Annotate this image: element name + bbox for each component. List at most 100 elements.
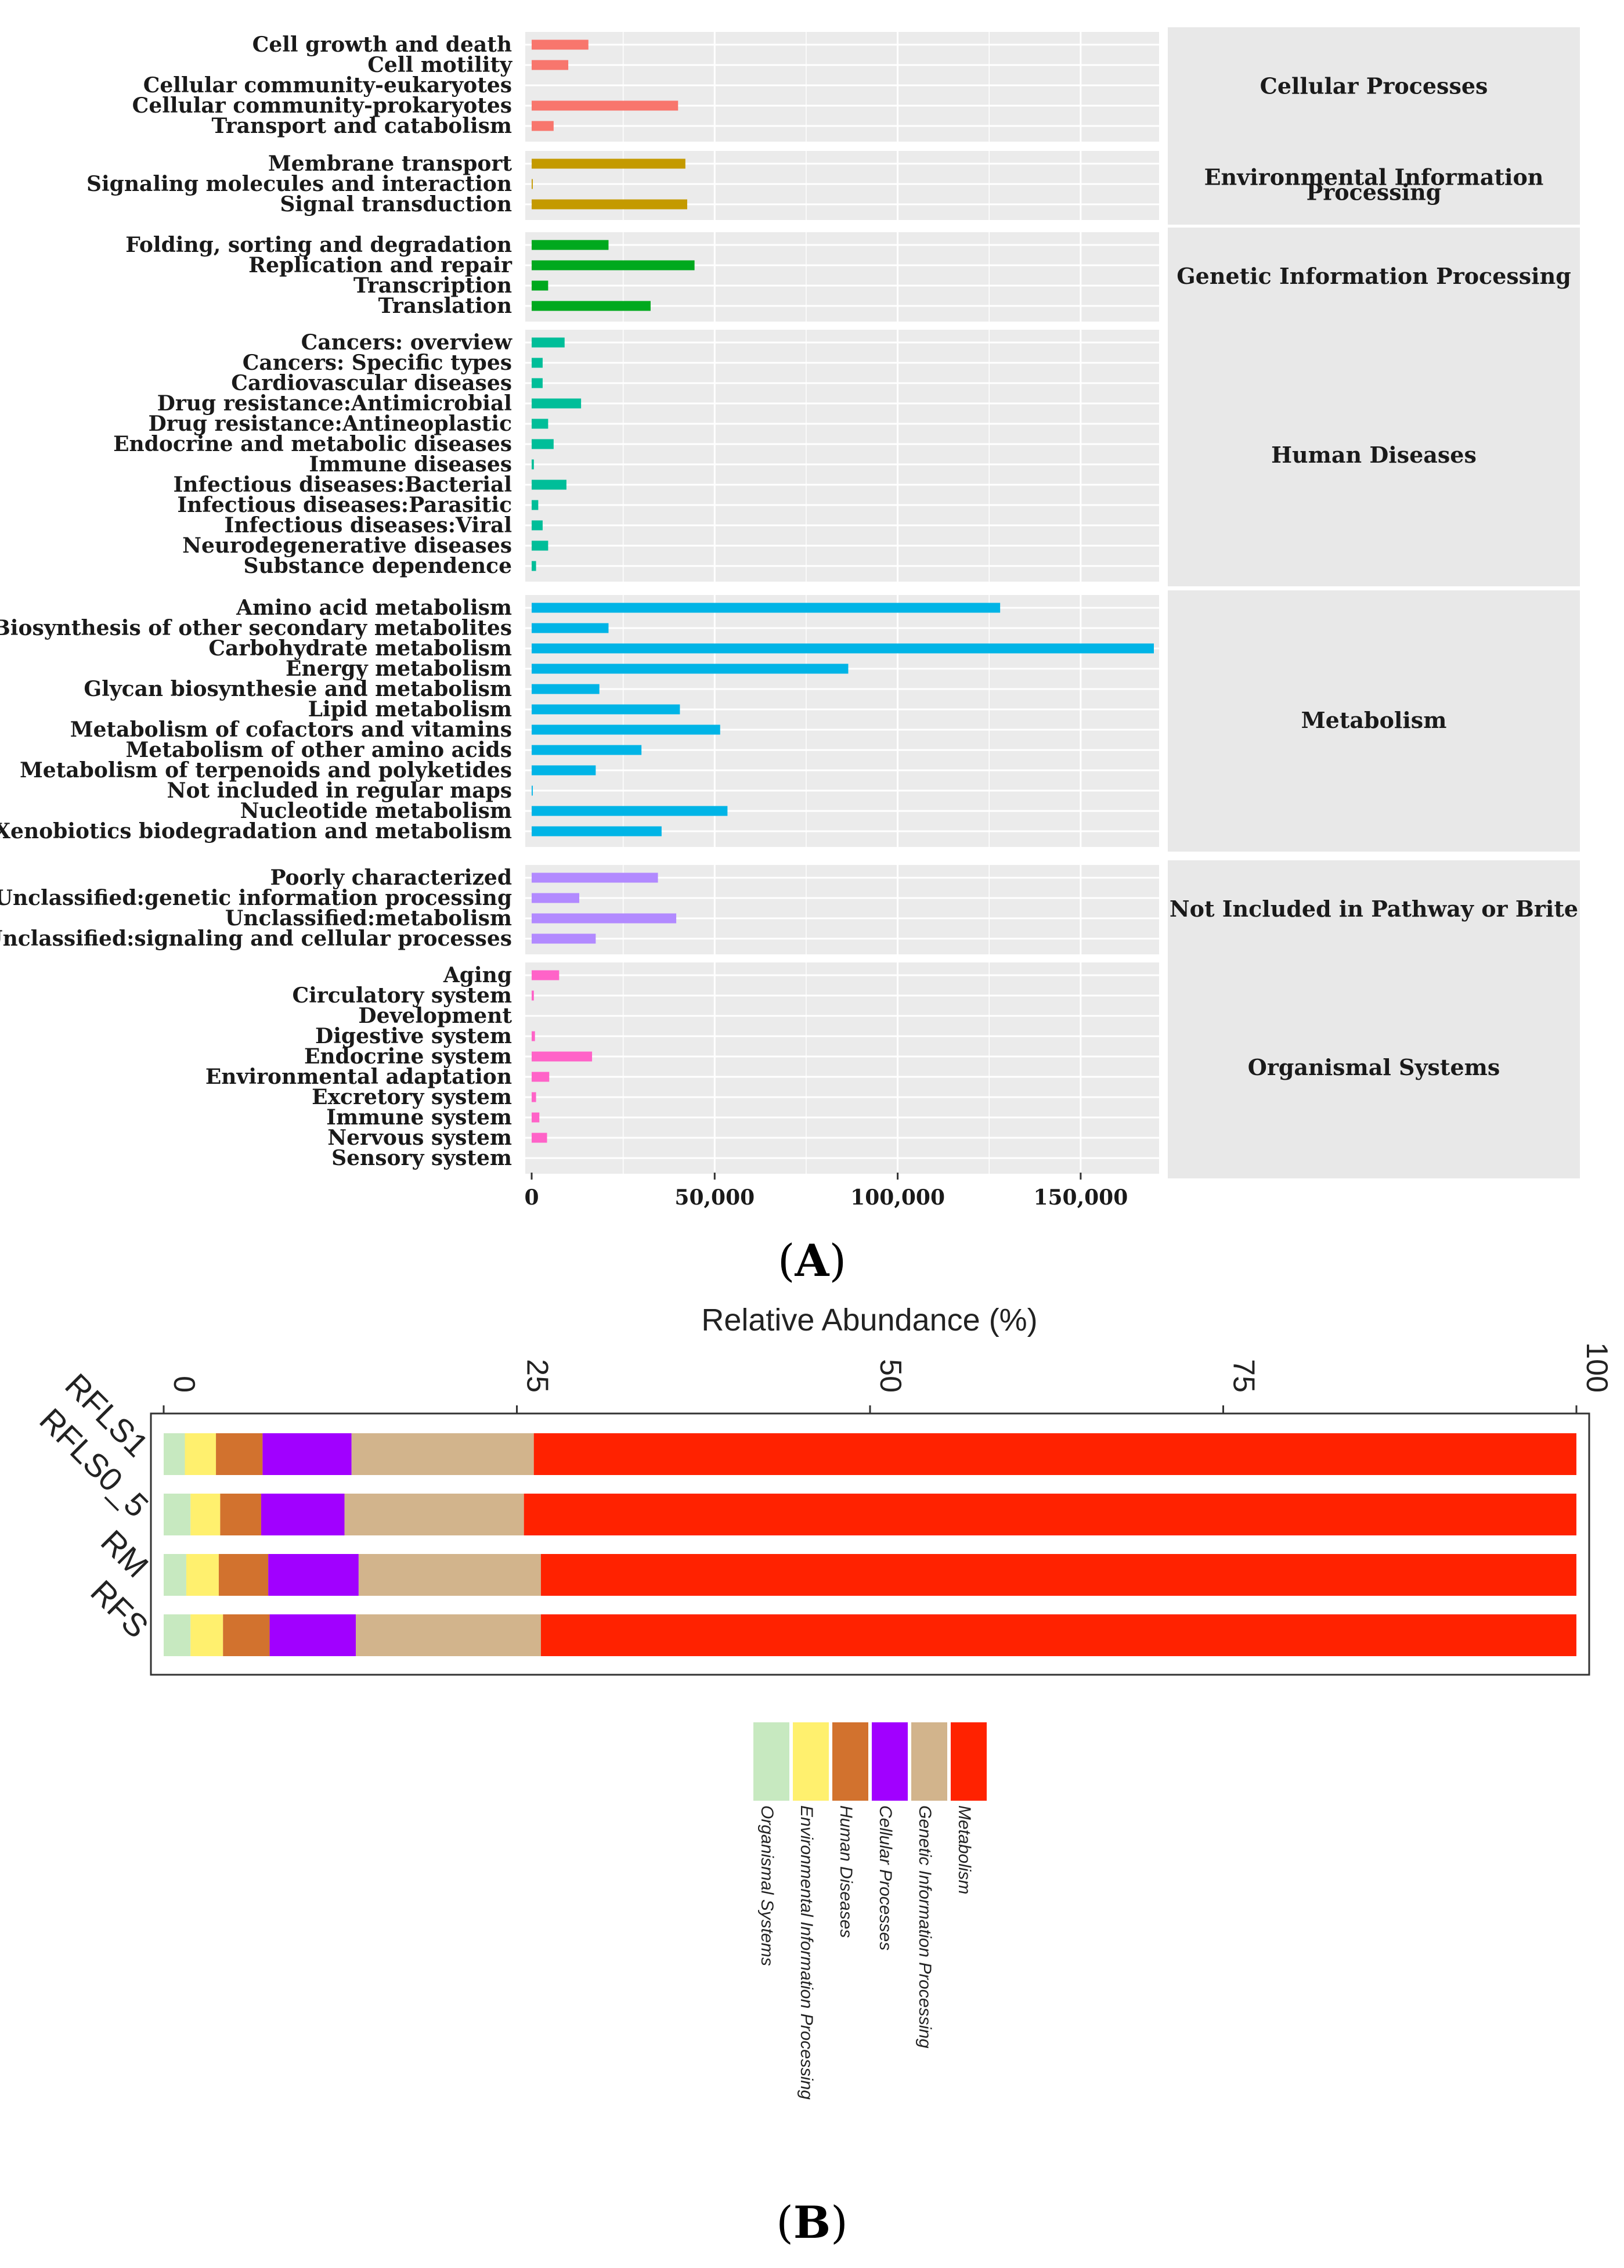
panel-a-category-label: Lipid metabolism [308, 697, 512, 722]
panel-a-bar [532, 664, 849, 674]
panel-a-category-label: Endocrine system [304, 1044, 512, 1069]
panel-a-category-label: Development [358, 1004, 512, 1028]
panel-a-facet-background [525, 595, 1159, 847]
panel-b-legend-swatch [753, 1722, 789, 1801]
panel-a-bar [532, 623, 609, 633]
panel-b-bar-segment [216, 1433, 263, 1475]
panel-a-facet-strip [1168, 146, 1580, 225]
panel-b-bar-segment [185, 1433, 216, 1475]
panel-b-bar-segment [164, 1614, 191, 1656]
panel-b-legend-label: Metabolism [955, 1805, 974, 1894]
panel-a-category-label: Metabolism of terpenoids and polyketides [20, 758, 512, 783]
panel-a-category-label: Drug resistance:Antimicrobial [157, 391, 512, 416]
panel-a-category-label: Cancers: overview [301, 330, 513, 355]
panel-b-bar-segment [351, 1433, 534, 1475]
panel-a-bar [532, 121, 554, 131]
panel-a-category-label: Amino acid metabolism [236, 596, 512, 620]
panel-a-category-label: Nervous system [327, 1126, 512, 1150]
panel-b-caption: (B) [776, 2197, 848, 2248]
panel-b-bar-segment [269, 1614, 356, 1656]
panel-a-bar [532, 459, 534, 470]
panel-a-bar [532, 479, 566, 490]
panel-a-bar [532, 806, 728, 816]
panel-a-bar [532, 893, 579, 903]
panel-a-bar [532, 439, 554, 449]
panel-b-x-tick-label: 100 [1580, 1342, 1614, 1393]
panel-a-category-label: Transcription [353, 273, 512, 298]
panel-a-category-label: Unclassified:genetic information process… [0, 886, 512, 910]
panel-a-category-label: Unclassified:metabolism [225, 906, 512, 931]
panel-a-caption: (A) [778, 1235, 846, 1286]
panel-a-bar [532, 1092, 536, 1102]
panel-a-facet-strip [1168, 958, 1580, 1178]
panel-a-category-label: Immune diseases [309, 452, 512, 477]
panel-a-category-label: Signal transduction [280, 192, 512, 217]
panel-a-bar [532, 1112, 540, 1123]
panel-a-bar [532, 1051, 593, 1062]
panel-a-category-label: Cell motility [367, 53, 513, 77]
panel-a-bar [532, 933, 596, 944]
panel-b-legend-swatch [832, 1722, 868, 1801]
panel-a-category-label: Nucleotide metabolism [240, 799, 512, 823]
panel-b-legend-label: Human Diseases [836, 1805, 856, 1938]
panel-a-bar [532, 358, 543, 368]
panel-b-legend-label: Genetic Information Processing [915, 1805, 934, 2049]
panel-a-category-label: Metabolism of cofactors and vitamins [70, 717, 512, 742]
panel-a-bar [532, 260, 695, 271]
panel-a-category-label: Aging [443, 963, 512, 987]
panel-a-bar [532, 1072, 550, 1082]
panel-a-bar [532, 39, 589, 50]
panel-b-bar-segment [344, 1494, 524, 1535]
panel-a-bar [532, 179, 533, 189]
panel-b-bar-segment [220, 1494, 261, 1535]
panel-b-legend-swatch [951, 1722, 987, 1801]
panel-a-category-label: Not included in regular maps [167, 778, 512, 803]
panel-a-bar [532, 990, 534, 1001]
panel-b-bar-segment [164, 1494, 191, 1535]
panel-a-bar [532, 199, 687, 210]
panel-a-category-label: Unclassified:signaling and cellular proc… [0, 926, 512, 951]
panel-b-bar-segment [540, 1554, 1577, 1596]
panel-a-bar [532, 872, 658, 883]
panel-a-category-label: Infectious diseases:Parasitic [177, 493, 512, 517]
panel-b-legend-label: Cellular Processes [876, 1805, 895, 1950]
panel-a-category-label: Cancers: Specific types [243, 351, 512, 375]
panel-a-category-label: Signaling molecules and interaction [86, 172, 512, 196]
panel-b-bar-segment [356, 1614, 541, 1656]
panel-b-x-tick-label: 25 [521, 1359, 554, 1393]
panel-a-bar [532, 540, 548, 551]
panel-a-category-label: Xenobiotics biodegradation and metabolis… [0, 819, 512, 843]
panel-a-x-tick-label: 0 [524, 1185, 539, 1210]
panel-a-bar [532, 913, 677, 924]
panel-b-bar-segment [190, 1614, 223, 1656]
panel-a-x-tick-label: 100,000 [850, 1185, 945, 1210]
panel-b-category-label: RM [94, 1523, 156, 1584]
panel-b-bar-segment [190, 1494, 221, 1535]
panel-a-x-tick-label: 150,000 [1033, 1185, 1128, 1210]
panel-a-bar [532, 643, 1154, 654]
panel-a-category-label: Transport and catabolism [211, 114, 512, 138]
panel-a-strip-label: Human Diseases [1271, 442, 1477, 468]
panel-b-axis-title: Relative Abundance (%) [701, 1303, 1037, 1337]
panel-a-facet-strip [1168, 590, 1580, 852]
panel-b-x-tick-label: 0 [167, 1376, 201, 1393]
panel-b-bar-segment [540, 1614, 1577, 1656]
panel-a-category-label: Cellular community-eukaryotes [143, 73, 512, 98]
panel-a-bar [532, 724, 720, 735]
panel-a-facet-strip [1168, 27, 1580, 146]
panel-b-bar-segment [262, 1433, 352, 1475]
panel-b-bar-segment [223, 1614, 270, 1656]
panel-a-bar [532, 1133, 547, 1143]
panel-b-legend-label: Environmental Information Processing [797, 1805, 816, 2100]
panel-b-bar-segment [164, 1554, 186, 1596]
panel-a-category-label: Infectious diseases:Bacterial [173, 473, 512, 497]
panel-a-facet-background [525, 962, 1159, 1174]
panel-a-category-label: Energy metabolism [286, 657, 512, 681]
panel-a-category-label: Digestive system [315, 1024, 512, 1048]
panel-a-facet-background [525, 330, 1159, 582]
panel-a-x-tick-label: 50,000 [674, 1185, 755, 1210]
panel-a-category-label: Immune system [326, 1105, 512, 1130]
panel-a-bar [532, 684, 600, 694]
